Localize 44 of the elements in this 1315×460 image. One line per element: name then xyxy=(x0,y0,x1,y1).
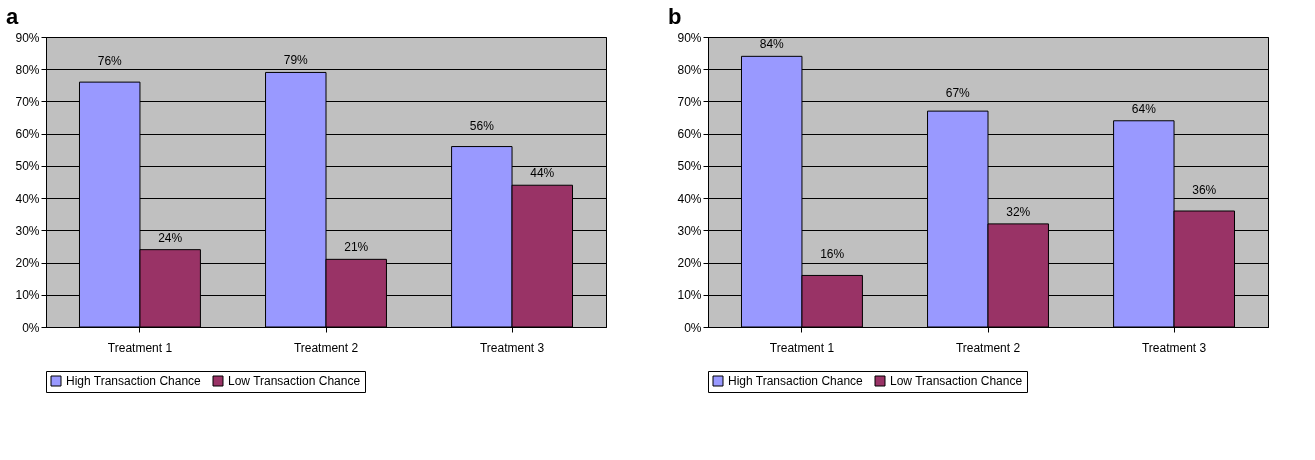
y-tick-label: 20% xyxy=(15,256,40,271)
legend-label: High Transaction Chance xyxy=(728,374,864,388)
chart-title: b xyxy=(668,4,682,29)
legend-label: High Transaction Chance xyxy=(66,374,202,388)
data-label: 64% xyxy=(1131,101,1157,116)
y-tick-label: 90% xyxy=(677,30,702,45)
y-tick-label: 0% xyxy=(22,320,40,335)
data-label: 21% xyxy=(344,240,369,255)
data-label: 24% xyxy=(158,230,183,245)
y-tick-label: 40% xyxy=(677,191,702,206)
y-tick-label: 60% xyxy=(677,127,702,142)
y-tick-label: 50% xyxy=(15,159,40,174)
y-tick-label: 50% xyxy=(677,159,702,174)
data-label: 84% xyxy=(759,37,785,52)
data-label: 32% xyxy=(1006,204,1031,219)
y-tick-label: 40% xyxy=(15,191,40,206)
legend-label: Low Transaction Chance xyxy=(890,374,1023,388)
y-tick-label: 30% xyxy=(677,223,702,238)
y-tick-label: 0% xyxy=(684,320,702,335)
y-tick-label: 80% xyxy=(15,62,40,77)
x-tick-label: Treatment 2 xyxy=(955,340,1021,355)
data-label: 16% xyxy=(820,247,845,262)
data-label: 44% xyxy=(530,166,555,181)
x-tick-label: Treatment 3 xyxy=(1141,340,1207,355)
y-tick-label: 60% xyxy=(15,127,40,142)
data-label: 56% xyxy=(469,118,495,133)
data-label: 76% xyxy=(97,54,123,69)
x-tick-label: Treatment 1 xyxy=(107,340,173,355)
y-tick-label: 30% xyxy=(15,223,40,238)
y-tick-label: 90% xyxy=(15,30,40,45)
data-label: 79% xyxy=(283,53,309,68)
legend-label: Low Transaction Chance xyxy=(228,374,361,388)
y-tick-label: 70% xyxy=(15,94,40,109)
data-label: 36% xyxy=(1192,183,1217,197)
y-tick-label: 70% xyxy=(677,94,702,109)
y-tick-label: 10% xyxy=(677,288,702,303)
x-tick-label: Treatment 1 xyxy=(769,340,835,355)
chart-title: a xyxy=(6,4,19,29)
x-tick-label: Treatment 3 xyxy=(479,340,545,355)
y-tick-label: 10% xyxy=(15,288,40,303)
x-tick-label: Treatment 2 xyxy=(293,340,359,355)
y-tick-label: 80% xyxy=(677,62,702,77)
data-label: 67% xyxy=(945,86,971,101)
y-tick-label: 20% xyxy=(677,256,702,271)
